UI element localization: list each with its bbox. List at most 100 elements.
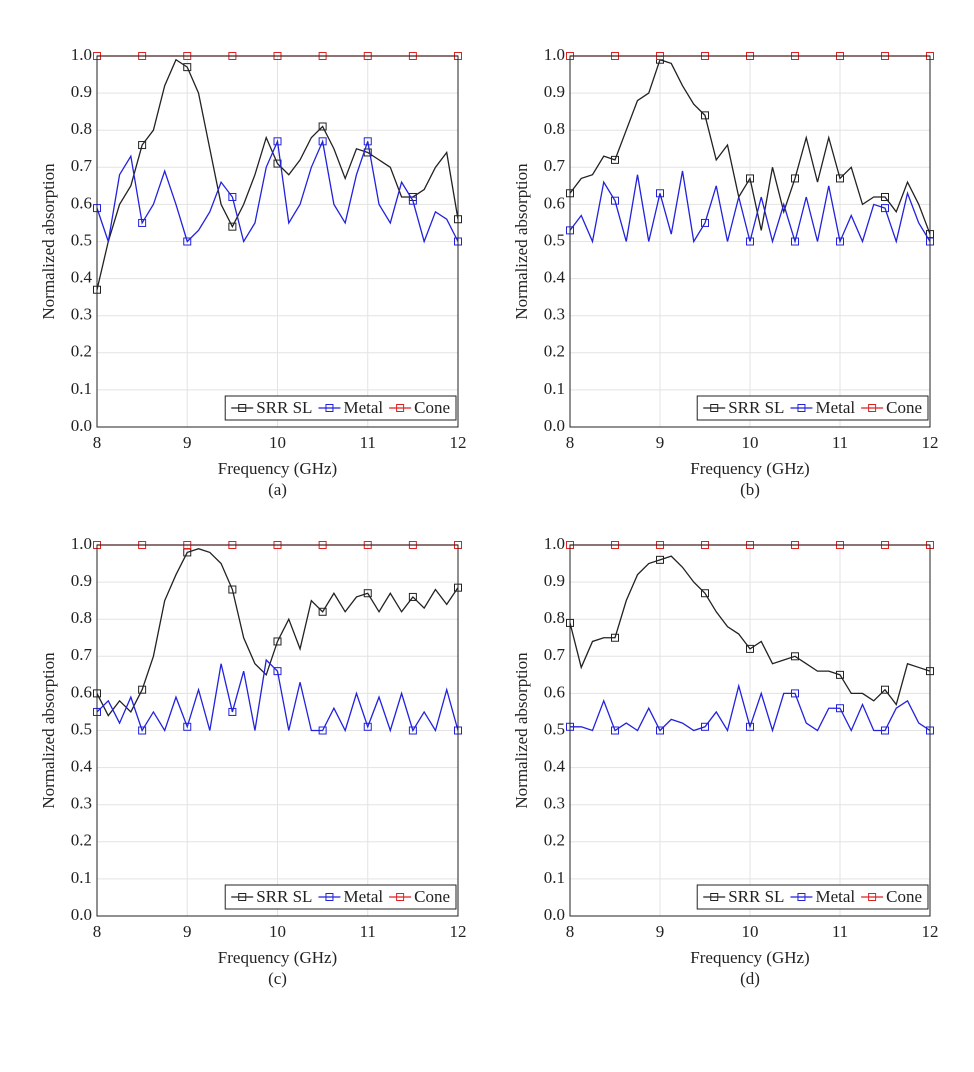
legend-label: Metal bbox=[815, 398, 855, 417]
point-marker bbox=[363, 722, 372, 731]
y-tick-label: 0.6 bbox=[544, 682, 565, 701]
point-marker bbox=[701, 589, 709, 598]
plot-frame bbox=[96, 544, 459, 917]
point-marker bbox=[318, 137, 327, 146]
x-tick-label: 11 bbox=[360, 433, 376, 452]
series-line bbox=[96, 138, 459, 244]
y-tick-label: 0.7 bbox=[544, 156, 566, 175]
panel-caption: (a) bbox=[268, 480, 287, 499]
point-marker bbox=[138, 726, 147, 735]
x-tick-label: 10 bbox=[742, 922, 759, 941]
point-marker bbox=[791, 237, 799, 246]
point-marker bbox=[408, 592, 417, 601]
point-marker bbox=[881, 726, 889, 735]
point-marker bbox=[746, 237, 754, 246]
point-marker bbox=[791, 689, 799, 698]
x-tick-label: 12 bbox=[450, 922, 467, 941]
y-tick-label: 1.0 bbox=[544, 45, 565, 64]
legend-marker bbox=[238, 404, 247, 412]
panel-caption: (c) bbox=[268, 969, 287, 988]
y-tick-label: 0.7 bbox=[544, 645, 566, 664]
point-marker bbox=[746, 174, 754, 183]
point-marker bbox=[656, 189, 664, 198]
series-line bbox=[569, 58, 931, 235]
y-tick-label: 0.4 bbox=[544, 757, 566, 776]
x-tick-label: 8 bbox=[566, 433, 575, 452]
x-axis-label: Frequency (GHz) bbox=[218, 459, 337, 478]
y-tick-label: 0.1 bbox=[544, 868, 565, 887]
legend: SRR SL Metal Cone bbox=[696, 395, 929, 421]
series-line bbox=[96, 548, 459, 717]
point-marker bbox=[318, 607, 327, 616]
y-tick-label: 0.5 bbox=[544, 230, 565, 249]
y-tick-label: 0.5 bbox=[71, 719, 92, 738]
x-axis-label: Frequency (GHz) bbox=[690, 948, 809, 967]
legend-label: Metal bbox=[343, 398, 383, 417]
legend-marker bbox=[325, 404, 334, 412]
panel-caption: (b) bbox=[740, 480, 760, 499]
point-marker bbox=[656, 726, 664, 735]
legend-label: SRR SL bbox=[728, 887, 784, 906]
legend-marker bbox=[710, 404, 719, 412]
y-tick-label: 0.8 bbox=[71, 608, 92, 627]
x-tick-label: 9 bbox=[656, 433, 665, 452]
point-marker bbox=[836, 174, 844, 183]
point-marker bbox=[408, 726, 417, 735]
legend-marker bbox=[868, 404, 877, 412]
y-tick-label: 0.6 bbox=[71, 193, 92, 212]
y-tick-label: 0.0 bbox=[544, 905, 565, 924]
point-marker bbox=[836, 704, 844, 713]
legend-marker bbox=[797, 893, 806, 901]
y-tick-label: 0.4 bbox=[71, 268, 93, 287]
y-axis-label: Normalized absorption bbox=[39, 163, 58, 320]
y-tick-label: 0.9 bbox=[71, 571, 92, 590]
y-tick-label: 0.0 bbox=[544, 416, 565, 435]
y-tick-label: 0.7 bbox=[71, 645, 93, 664]
point-marker bbox=[881, 685, 889, 694]
point-marker bbox=[881, 192, 889, 201]
plot-frame bbox=[569, 55, 931, 428]
point-marker bbox=[318, 726, 327, 735]
y-tick-label: 0.5 bbox=[71, 230, 92, 249]
legend-box bbox=[224, 884, 457, 910]
x-tick-label: 9 bbox=[656, 922, 665, 941]
series-line bbox=[569, 170, 931, 244]
point-marker bbox=[611, 633, 619, 642]
y-tick-label: 0.8 bbox=[71, 119, 92, 138]
y-tick-label: 0.9 bbox=[71, 82, 92, 101]
y-tick-label: 0.2 bbox=[71, 342, 92, 361]
y-tick-label: 0.0 bbox=[71, 416, 92, 435]
y-tick-label: 0.6 bbox=[71, 682, 92, 701]
legend-box bbox=[696, 395, 929, 421]
point-marker bbox=[701, 111, 709, 120]
y-tick-label: 0.3 bbox=[544, 305, 565, 324]
subplot: 0.0 0.1 0.2 0.3 0.4 0.5 0.6 0.7 0.8 0.9 1.0 8 9 10 11 1… bbox=[39, 45, 467, 499]
series-line bbox=[569, 555, 931, 706]
legend-label: Metal bbox=[815, 887, 855, 906]
x-tick-label: 8 bbox=[93, 922, 102, 941]
legend: SRR SL Metal Cone bbox=[224, 395, 457, 421]
y-tick-label: 0.9 bbox=[544, 571, 565, 590]
x-tick-label: 8 bbox=[566, 922, 575, 941]
legend-marker bbox=[396, 404, 405, 412]
legend-label: Cone bbox=[414, 398, 450, 417]
series-line bbox=[96, 658, 459, 733]
point-marker bbox=[183, 237, 192, 246]
legend-marker bbox=[868, 893, 877, 901]
point-marker bbox=[701, 218, 709, 227]
legend-label: Cone bbox=[886, 398, 922, 417]
x-tick-label: 9 bbox=[183, 433, 192, 452]
x-tick-label: 12 bbox=[450, 433, 467, 452]
point-marker bbox=[228, 707, 237, 716]
y-tick-label: 0.3 bbox=[71, 794, 92, 813]
legend-box bbox=[224, 395, 457, 421]
x-tick-label: 12 bbox=[922, 922, 939, 941]
x-tick-label: 9 bbox=[183, 922, 192, 941]
x-tick-label: 12 bbox=[922, 433, 939, 452]
y-axis-label: Normalized absorption bbox=[39, 652, 58, 809]
legend-label: Cone bbox=[414, 887, 450, 906]
point-marker bbox=[183, 63, 192, 72]
y-axis-label: Normalized absorption bbox=[512, 652, 531, 809]
point-marker bbox=[791, 174, 799, 183]
y-tick-label: 0.7 bbox=[71, 156, 93, 175]
